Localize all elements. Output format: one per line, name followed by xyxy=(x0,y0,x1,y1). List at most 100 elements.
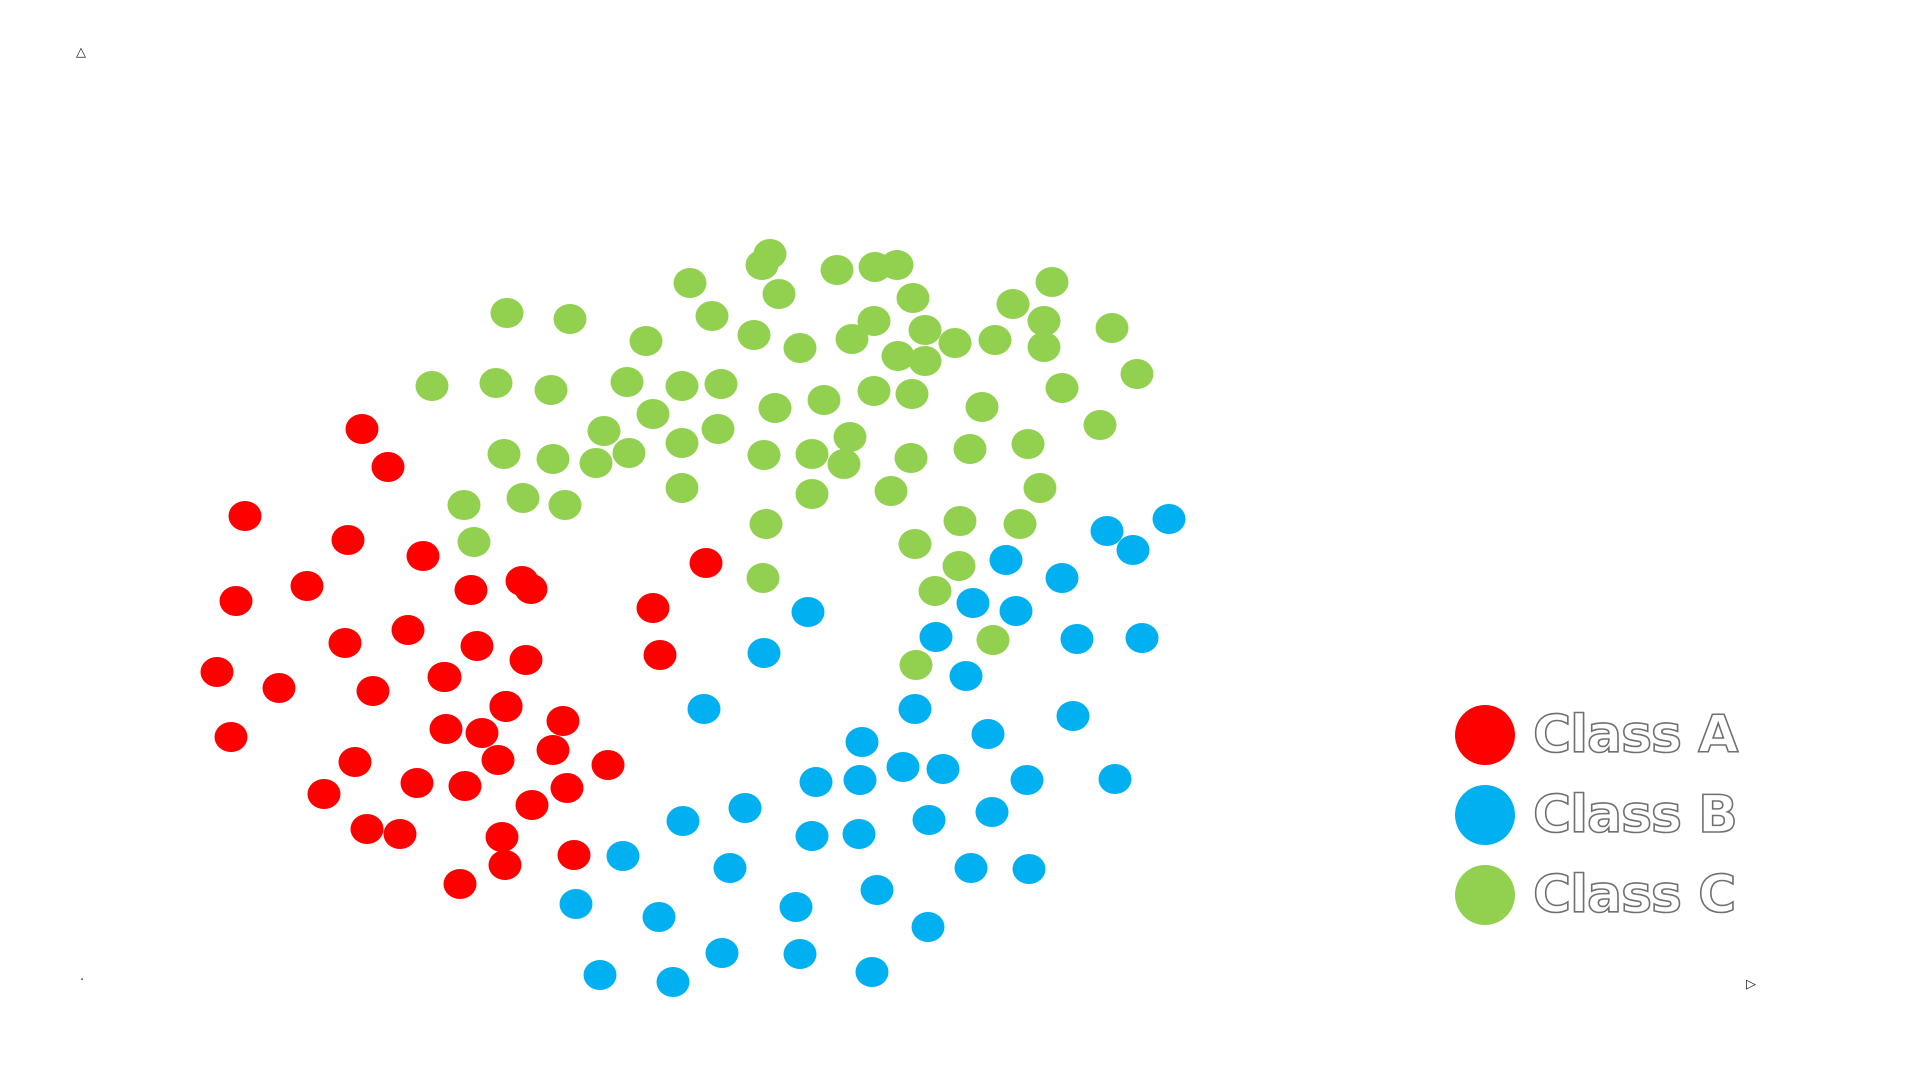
point-class-c-49 xyxy=(835,324,869,354)
point-class-c-19 xyxy=(827,449,861,479)
point-class-b-41 xyxy=(1090,516,1124,546)
point-class-b-27 xyxy=(971,719,1005,749)
point-class-b-22 xyxy=(886,752,920,782)
point-class-c-62 xyxy=(896,283,930,313)
point-class-a-5 xyxy=(383,819,417,849)
y-axis-top-marker: △ xyxy=(76,45,86,60)
point-class-a-12 xyxy=(536,735,570,765)
point-class-b-28 xyxy=(1056,701,1090,731)
point-class-a-17 xyxy=(465,718,499,748)
point-class-b-30 xyxy=(898,694,932,724)
point-class-a-37 xyxy=(689,548,723,578)
point-class-b-0 xyxy=(583,960,617,990)
point-class-c-16 xyxy=(665,473,699,503)
point-class-c-38 xyxy=(534,375,568,405)
point-class-c-54 xyxy=(1095,313,1129,343)
legend: Class A Class B Class C xyxy=(1455,695,1785,935)
point-class-b-38 xyxy=(956,588,990,618)
point-class-c-24 xyxy=(795,439,829,469)
point-class-b-20 xyxy=(843,765,877,795)
point-class-c-58 xyxy=(490,298,524,328)
point-class-c-32 xyxy=(636,399,670,429)
point-class-c-44 xyxy=(1045,373,1079,403)
point-class-a-24 xyxy=(200,657,234,687)
legend-item-class-a: Class A xyxy=(1455,695,1785,775)
point-class-b-12 xyxy=(954,853,988,883)
point-class-c-55 xyxy=(695,301,729,331)
point-class-c-39 xyxy=(610,367,644,397)
point-class-a-9 xyxy=(400,768,434,798)
point-class-b-15 xyxy=(728,793,762,823)
point-class-c-4 xyxy=(942,551,976,581)
point-class-c-67 xyxy=(908,315,942,345)
point-class-b-36 xyxy=(999,596,1033,626)
point-class-a-1 xyxy=(488,850,522,880)
point-class-b-29 xyxy=(687,694,721,724)
point-class-c-33 xyxy=(758,393,792,423)
point-class-a-41 xyxy=(228,501,262,531)
point-class-c-50 xyxy=(881,341,915,371)
scatter-points xyxy=(200,239,1186,997)
point-class-c-15 xyxy=(1023,473,1057,503)
point-class-a-7 xyxy=(550,773,584,803)
point-class-c-10 xyxy=(447,490,481,520)
point-class-c-28 xyxy=(665,428,699,458)
point-class-a-2 xyxy=(557,840,591,870)
point-class-a-13 xyxy=(591,750,625,780)
legend-label-class-a: Class A xyxy=(1532,704,1739,766)
point-class-c-31 xyxy=(1083,410,1117,440)
point-class-a-20 xyxy=(262,673,296,703)
point-class-a-27 xyxy=(509,645,543,675)
point-class-b-3 xyxy=(783,939,817,969)
point-class-c-61 xyxy=(673,268,707,298)
point-class-c-60 xyxy=(762,279,796,309)
point-class-a-34 xyxy=(454,575,488,605)
point-class-a-38 xyxy=(331,525,365,555)
point-class-c-70 xyxy=(996,289,1030,319)
point-class-c-29 xyxy=(701,414,735,444)
point-class-a-3 xyxy=(485,822,519,852)
point-class-c-47 xyxy=(629,326,663,356)
point-class-c-43 xyxy=(895,379,929,409)
point-class-c-52 xyxy=(938,328,972,358)
point-class-c-69 xyxy=(753,239,787,269)
point-class-c-1 xyxy=(976,625,1010,655)
point-class-c-42 xyxy=(857,376,891,406)
point-class-a-15 xyxy=(214,722,248,752)
point-class-b-21 xyxy=(799,767,833,797)
point-class-c-7 xyxy=(943,506,977,536)
point-class-c-21 xyxy=(487,439,521,469)
point-class-a-32 xyxy=(219,586,253,616)
point-class-c-26 xyxy=(1011,429,1045,459)
point-class-b-23 xyxy=(926,754,960,784)
point-class-b-43 xyxy=(1152,504,1186,534)
point-class-c-48 xyxy=(783,333,817,363)
point-class-b-24 xyxy=(1010,765,1044,795)
point-class-c-22 xyxy=(536,444,570,474)
point-class-b-33 xyxy=(919,622,953,652)
point-class-b-17 xyxy=(842,819,876,849)
point-class-c-14 xyxy=(874,476,908,506)
point-class-b-26 xyxy=(845,727,879,757)
point-class-b-2 xyxy=(855,957,889,987)
point-class-b-11 xyxy=(713,853,747,883)
legend-swatch-class-a xyxy=(1455,705,1515,765)
point-class-a-21 xyxy=(356,676,390,706)
point-class-b-8 xyxy=(911,912,945,942)
point-class-b-32 xyxy=(747,638,781,668)
point-class-c-17 xyxy=(579,448,613,478)
point-class-a-25 xyxy=(489,691,523,721)
point-class-b-25 xyxy=(1098,764,1132,794)
point-class-c-34 xyxy=(965,392,999,422)
point-class-a-16 xyxy=(429,714,463,744)
legend-swatch-class-b xyxy=(1455,785,1515,845)
point-class-a-33 xyxy=(290,571,324,601)
point-class-b-6 xyxy=(559,889,593,919)
point-class-a-43 xyxy=(345,414,379,444)
origin-marker: · xyxy=(80,973,84,988)
point-class-b-10 xyxy=(606,841,640,871)
point-class-a-11 xyxy=(481,745,515,775)
point-class-b-16 xyxy=(795,821,829,851)
point-class-c-56 xyxy=(737,320,771,350)
